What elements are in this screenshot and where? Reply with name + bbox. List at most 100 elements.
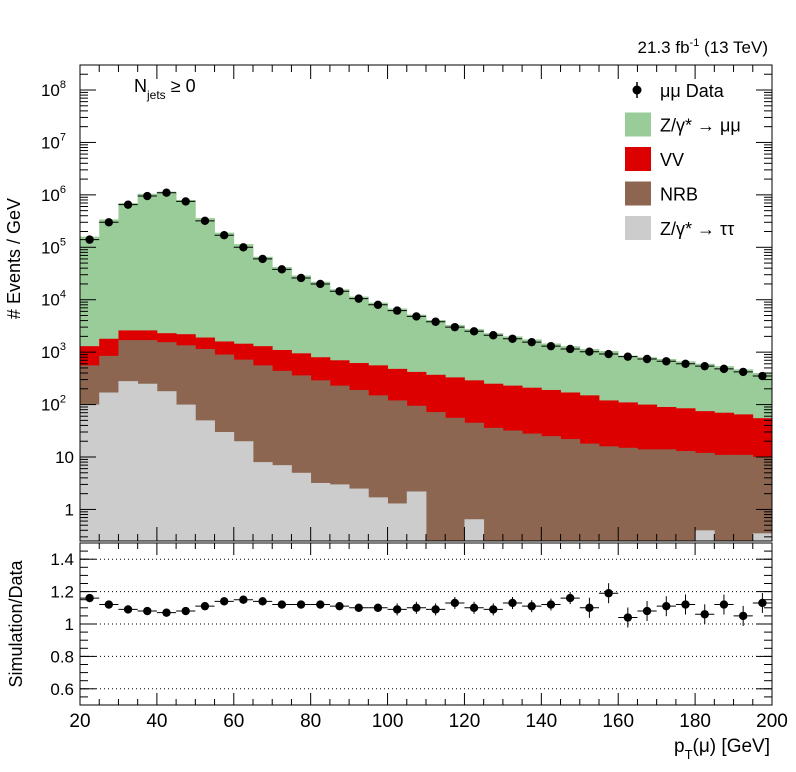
bar <box>176 404 196 541</box>
ratio-point <box>156 608 177 617</box>
bar <box>445 417 465 541</box>
y-tick-label: 106 <box>41 184 66 205</box>
data-point <box>426 317 446 326</box>
y-tick-label: 1 <box>65 500 74 519</box>
data-point <box>118 200 138 209</box>
y-tick-label: 103 <box>41 341 66 362</box>
data-point <box>675 359 696 368</box>
data-point <box>464 327 484 336</box>
ratio-y-tick-label: 0.6 <box>50 680 74 699</box>
bar <box>214 431 235 541</box>
ratio-plot-frame <box>79 542 773 706</box>
bar <box>637 449 658 541</box>
data-point <box>291 273 311 283</box>
ratio-point <box>464 601 484 614</box>
bar <box>253 462 273 541</box>
x-tick-label: 120 <box>449 711 481 732</box>
data-point <box>618 352 638 361</box>
ratio-point <box>253 597 273 606</box>
bar <box>560 439 581 541</box>
data-point <box>483 331 503 340</box>
ratio-point <box>329 601 350 611</box>
data-point <box>368 300 388 310</box>
data-point <box>387 306 407 315</box>
bar <box>618 447 638 541</box>
ratio-point <box>214 597 234 606</box>
ratio-point <box>80 593 100 603</box>
stacked-histogram <box>80 191 773 542</box>
ratio-y-tick-label: 1.4 <box>50 550 74 569</box>
data-point <box>80 235 100 244</box>
ratio-point <box>502 596 523 609</box>
ratio-point <box>560 592 580 605</box>
x-tick-label: 180 <box>679 711 711 732</box>
x-tick-label: 60 <box>223 711 244 732</box>
legend-entry: NRB <box>625 181 698 206</box>
ratio-point <box>579 597 599 618</box>
bar <box>387 503 408 541</box>
x-tick-label: 160 <box>602 711 634 732</box>
bar <box>233 441 254 541</box>
ratio-point <box>541 598 561 611</box>
bar <box>656 449 677 541</box>
bar <box>368 497 388 541</box>
ratio-point <box>387 603 407 616</box>
legend-label: VV <box>660 150 684 170</box>
data-point <box>695 361 715 371</box>
ratio-point <box>99 600 119 609</box>
ratio-point <box>445 596 465 609</box>
bar <box>118 381 139 541</box>
legend-label: Z/γ* → μμ <box>660 116 741 136</box>
y-axis-label-ratio: Simulation/Data <box>6 559 26 687</box>
legend-marker <box>632 85 642 95</box>
y-tick-label: 108 <box>41 79 66 100</box>
data-point <box>406 312 426 321</box>
legend-entry: Z/γ* → μμ <box>625 112 741 137</box>
ratio-y-tick-label: 0.8 <box>50 647 74 666</box>
legend-swatch <box>625 112 651 137</box>
ratio-point <box>426 603 446 616</box>
ratio-y-tick-label: 1.2 <box>50 583 74 602</box>
data-point <box>310 279 330 289</box>
ratio-points <box>80 583 772 628</box>
bar <box>406 491 427 541</box>
legend-entry: VV <box>625 147 684 171</box>
x-tick-label: 200 <box>756 711 788 732</box>
main-plot-axes: 1 10 102 103 104 105 106 107 108 <box>41 64 773 541</box>
ratio-point <box>714 594 734 615</box>
ratio-point <box>522 600 542 613</box>
bar <box>502 430 523 541</box>
data-point <box>656 357 676 366</box>
bar <box>80 404 100 541</box>
ratio-point <box>637 601 657 622</box>
data-point <box>714 364 734 374</box>
data-point <box>637 354 657 364</box>
ratio-point <box>656 596 676 617</box>
main-plot-frame <box>79 64 773 542</box>
legend-swatch <box>625 216 651 240</box>
data-point <box>502 334 523 343</box>
ratio-point <box>695 604 715 625</box>
data-point <box>522 337 542 347</box>
ratio-point <box>406 601 426 614</box>
ratio-point <box>291 600 311 609</box>
ratio-y-tick-label: 1 <box>65 615 74 634</box>
ratio-point <box>310 600 330 609</box>
x-tick-label: 40 <box>146 711 167 732</box>
bar <box>714 454 734 541</box>
x-axis-label: pT(μ) [GeV] <box>674 736 770 762</box>
bar <box>599 446 619 541</box>
legend-entry: Z/γ* → ττ <box>625 216 734 240</box>
ratio-gridlines <box>80 558 772 690</box>
ratio-point <box>675 594 696 615</box>
legend-entry: μμ Data <box>632 81 725 101</box>
jet-multiplicity-annotation: Njets ≥ 0 <box>134 76 196 102</box>
ratio-point <box>752 592 772 613</box>
ratio-point <box>618 607 638 628</box>
data-point <box>195 216 215 226</box>
main-plot: 1 10 102 103 104 105 106 107 108 <box>41 64 773 542</box>
data-point <box>579 347 599 356</box>
x-tick-label: 100 <box>372 711 404 732</box>
data-point <box>272 265 292 274</box>
